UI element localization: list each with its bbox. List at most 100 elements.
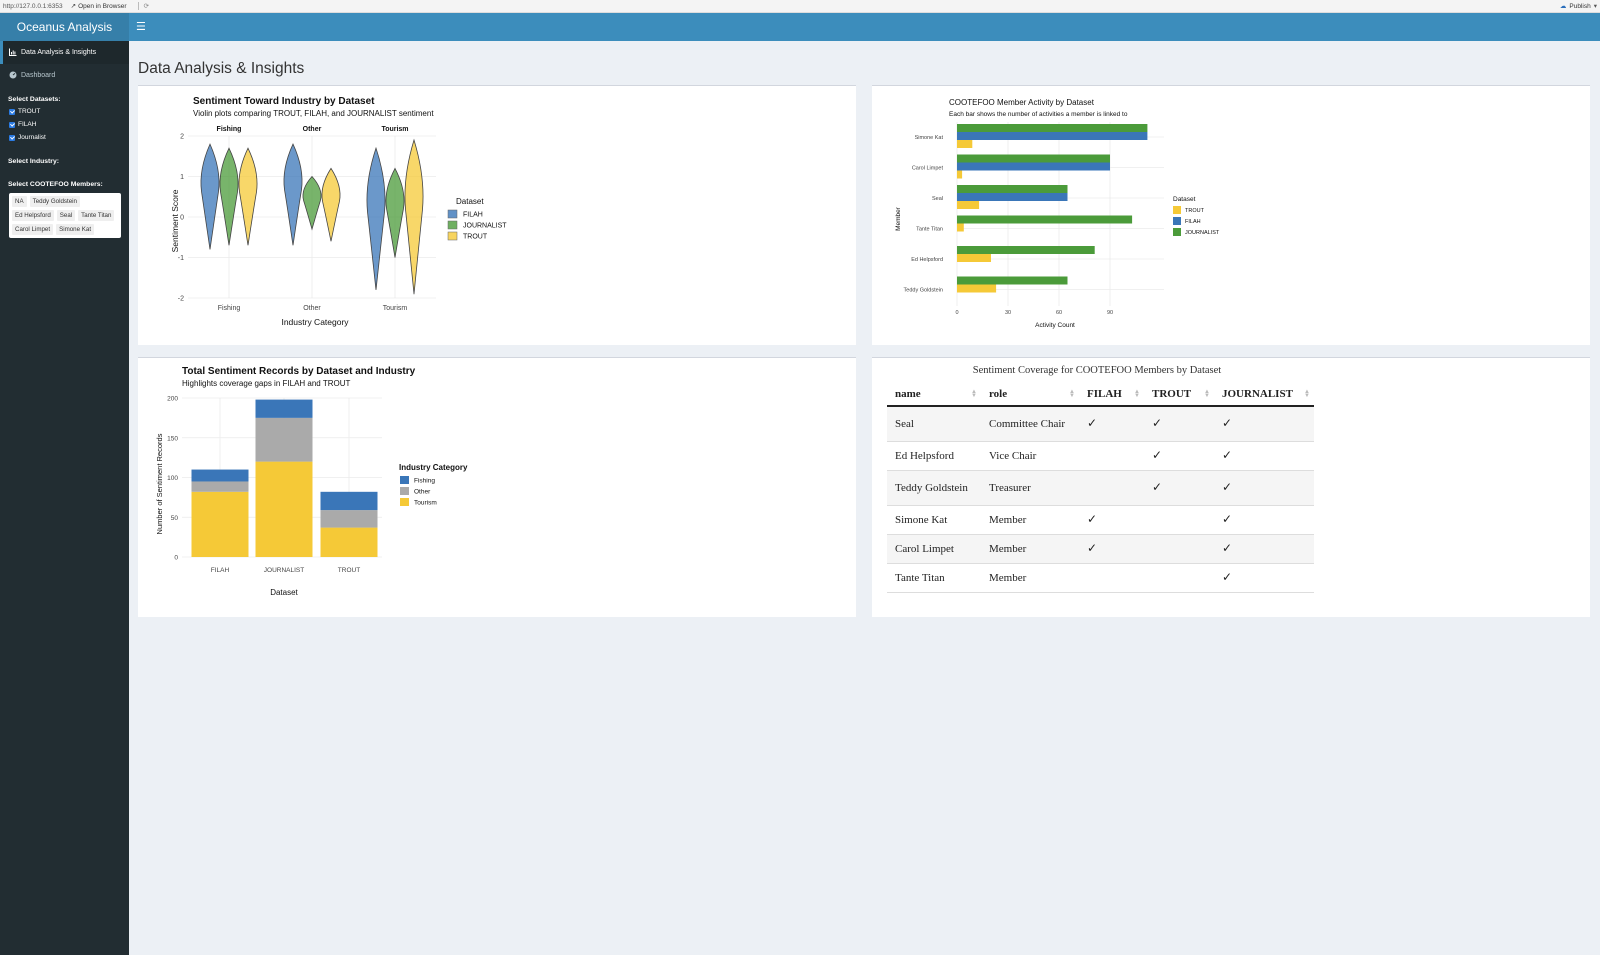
- bar-journalist: [957, 215, 1133, 224]
- open-in-browser-label: Open in Browser: [78, 2, 127, 10]
- column-header-filah[interactable]: FILAH ▲ ▼: [1079, 382, 1144, 407]
- facet-label: Fishing: [217, 126, 242, 133]
- x-tick-label: TROUT: [338, 567, 360, 574]
- legend-title: Dataset: [456, 197, 484, 206]
- checkbox-checked-icon: [9, 134, 15, 141]
- bar-segment-fishing: [320, 491, 378, 511]
- member-chip[interactable]: NA: [12, 196, 27, 207]
- cell-name: Seal: [887, 406, 981, 442]
- member-chip[interactable]: Tante Titan: [78, 210, 115, 221]
- member-chip[interactable]: Teddy Goldstein: [29, 196, 80, 207]
- bar-filah: [957, 162, 1110, 171]
- chevron-down-icon: ▾: [1593, 3, 1597, 10]
- y-tick-label: 0: [174, 555, 178, 562]
- publish-button[interactable]: ☁ Publish ▾: [1559, 2, 1597, 11]
- cell-role: Vice Chair: [981, 441, 1079, 471]
- legend-swatch: [447, 220, 458, 230]
- chart-title: Total Sentiment Records by Dataset and I…: [182, 366, 416, 377]
- y-tick-label: -1: [178, 255, 184, 262]
- toolbar-divider: [137, 2, 139, 10]
- sort-icon: ▲ ▼: [1069, 389, 1075, 399]
- cell-name: Teddy Goldstein: [887, 470, 981, 506]
- facet-label: Tourism: [381, 126, 408, 133]
- table-row: Seal Committee Chair ✓ ✓ ✓: [887, 406, 1314, 442]
- column-header-name[interactable]: name ▲ ▼: [887, 382, 981, 407]
- column-header-label: JOURNALIST: [1222, 387, 1293, 400]
- cell-filah: ✓: [1079, 406, 1144, 442]
- stacked-bar-chart-panel: Total Sentiment Records by Dataset and I…: [138, 357, 856, 617]
- x-tick-label: 90: [1107, 310, 1113, 316]
- sort-icon: ▲ ▼: [1204, 389, 1210, 399]
- violin-trout: [404, 138, 424, 294]
- legend-label: TROUT: [1185, 208, 1205, 214]
- violin-filah: [283, 143, 303, 246]
- violin-journalist: [385, 167, 405, 258]
- sort-icon: ▲ ▼: [971, 389, 977, 399]
- cell-role: Member: [981, 505, 1079, 535]
- column-header-label: name: [895, 387, 921, 400]
- publish-icon: ☁: [1559, 3, 1567, 10]
- browser-toolbar: http://127.0.0.1:6353 ↗ Open in Browser …: [0, 0, 1600, 13]
- member-activity-chart-panel: COOTEFOO Member Activity by Dataset Each…: [872, 85, 1590, 345]
- violin-journalist: [219, 147, 239, 246]
- sidebar-item-data-analysis[interactable]: Data Analysis & Insights: [0, 41, 129, 64]
- bar-filah: [957, 193, 1068, 201]
- y-axis-label: Member: [895, 206, 902, 231]
- dataset-checkbox-journalist[interactable]: Journalist: [0, 131, 129, 144]
- members-label: Select COOTEFOO Members:: [8, 181, 103, 188]
- sort-icon: ▲ ▼: [1134, 389, 1140, 399]
- member-chip[interactable]: Ed Helpsford: [12, 210, 54, 221]
- sidebar-toggle-icon[interactable]: ☰: [136, 21, 146, 33]
- table-row: Teddy Goldstein Treasurer ✓ ✓: [887, 470, 1314, 506]
- app-title[interactable]: Oceanus Analysis: [0, 13, 129, 41]
- publish-label: Publish: [1569, 2, 1591, 10]
- bar-trout: [957, 140, 973, 148]
- legend-swatch: [400, 498, 409, 506]
- y-tick-label: 2: [180, 134, 184, 141]
- dataset-checkbox-trout[interactable]: TROUT: [0, 105, 129, 118]
- table-row: Carol Limpet Member ✓ ✓: [887, 534, 1314, 564]
- member-chip[interactable]: Carol Limpet: [12, 224, 54, 235]
- open-in-browser-button[interactable]: ↗ Open in Browser: [70, 2, 127, 11]
- coverage-table: name ▲ ▼ role ▲ ▼ FILAH ▲ ▼ TROUT ▲ ▼ JOURNALIST…: [887, 382, 1314, 593]
- bar-journalist: [957, 185, 1068, 193]
- member-activity-chart: COOTEFOO Member Activity by Dataset Each…: [895, 98, 1220, 329]
- sidebar-item-label: Data Analysis & Insights: [21, 49, 97, 56]
- cell-journalist: ✓: [1214, 406, 1314, 442]
- members-select-input[interactable]: NA Teddy Goldstein Ed Helpsford Seal Tan…: [9, 193, 121, 238]
- legend-title: Industry Category: [399, 463, 468, 472]
- y-tick-label: -2: [178, 296, 184, 303]
- checkbox-label: Journalist: [18, 134, 46, 141]
- x-tick-label: Other: [303, 305, 321, 312]
- member-chip[interactable]: Seal: [56, 210, 76, 221]
- y-tick-label: 200: [167, 396, 178, 403]
- refresh-icon[interactable]: ⟳: [143, 3, 149, 10]
- x-axis-label: Industry Category: [281, 317, 349, 327]
- y-axis-label: Number of Sentiment Records: [155, 433, 164, 534]
- y-tick-label: 150: [167, 435, 178, 442]
- sentiment-records-chart: Total Sentiment Records by Dataset and I…: [155, 366, 468, 597]
- cell-filah: [1079, 563, 1144, 593]
- y-tick-label: Seal: [932, 196, 943, 202]
- dataset-checkbox-filah[interactable]: FILAH: [0, 118, 129, 131]
- datasets-label: Select Datasets:: [8, 96, 61, 103]
- sidebar-item-dashboard[interactable]: Dashboard: [0, 64, 129, 87]
- bar-segment-tourism: [320, 527, 378, 557]
- column-header-journalist[interactable]: JOURNALIST ▲ ▼: [1214, 382, 1314, 407]
- legend-label: Tourism: [414, 500, 437, 507]
- violin-filah: [366, 146, 386, 290]
- cell-filah: [1079, 441, 1144, 471]
- column-header-role[interactable]: role ▲ ▼: [981, 382, 1079, 407]
- url-text[interactable]: http://127.0.0.1:6353: [3, 2, 63, 10]
- cell-journalist: ✓: [1214, 441, 1314, 471]
- cell-role: Member: [981, 563, 1079, 593]
- cell-role: Treasurer: [981, 470, 1079, 506]
- table-row: Ed Helpsford Vice Chair ✓ ✓: [887, 441, 1314, 471]
- external-link-icon: ↗: [70, 3, 77, 10]
- column-header-trout[interactable]: TROUT ▲ ▼: [1144, 382, 1214, 407]
- cell-trout: ✓: [1144, 470, 1214, 506]
- cell-trout: ✓: [1144, 406, 1214, 442]
- member-chip[interactable]: Simone Kat: [56, 224, 95, 235]
- legend-swatch: [400, 476, 409, 484]
- violin-journalist: [302, 175, 322, 231]
